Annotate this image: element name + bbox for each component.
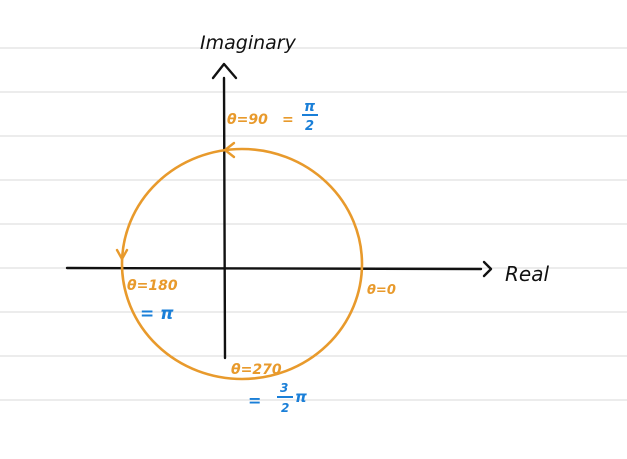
pi-over-2-denominator: 2 [305,119,314,134]
axes [65,62,493,360]
imaginary-axis [222,76,227,360]
three-halves-numerator: 3 [280,381,288,395]
theta-0-label: θ=0 [367,283,396,298]
real-axis [65,266,483,271]
unit-circle [120,147,364,381]
three-halves-pi: π [295,388,307,406]
real-axis-label: Real [505,262,549,286]
theta-90-equals: = [282,112,294,128]
equals-pi-label: = π [140,304,174,324]
theta-270-label: θ=270 [231,362,282,378]
real-axis-arrowhead [482,260,493,278]
circle-direction-arrow-left [115,248,129,262]
imaginary-axis-label: Imaginary [200,32,297,54]
three-halves-equals: = [248,391,261,410]
theta-180-label: θ=180 [127,278,178,294]
circle-direction-arrow-top [223,141,236,159]
theta-90-label: θ=90 [227,112,268,128]
imaginary-axis-arrowhead [211,62,238,80]
three-halves-denominator: 2 [281,401,289,415]
pi-over-2-numerator: π [304,99,316,115]
